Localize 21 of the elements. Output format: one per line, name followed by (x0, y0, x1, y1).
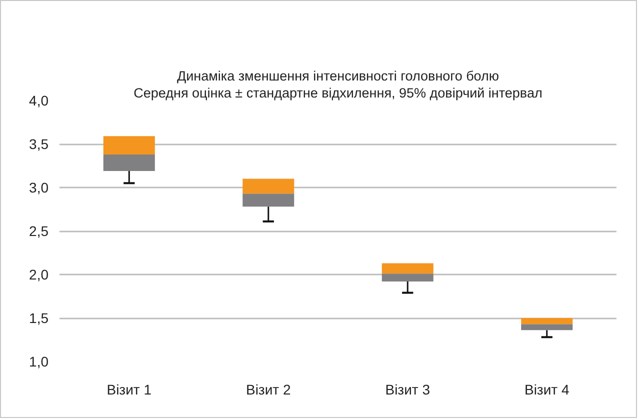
x-tick-label: Візит 3 (385, 382, 430, 398)
x-tick-label: Візит 1 (106, 382, 152, 398)
bar (382, 274, 434, 282)
y-tick-label: 1,5 (29, 310, 49, 326)
bar (103, 154, 155, 171)
x-tick-label: Візит 4 (524, 382, 570, 398)
y-tick-label: 2,0 (29, 266, 49, 282)
chart-title: Динаміка зменшення інтенсивності головного болю (176, 68, 500, 84)
bar (242, 194, 294, 207)
y-tick-label: 3,0 (29, 180, 49, 196)
chart-subtitle: Середня оцінка ± стандартне відхилення, 95% довірчий інтервал (134, 86, 542, 100)
y-tick-label: 4,0 (29, 92, 49, 108)
bar (521, 318, 573, 324)
y-tick-label: 2,5 (29, 223, 49, 239)
y-tick-label: 1,0 (29, 354, 49, 370)
x-tick-label: Візит 2 (246, 382, 291, 398)
y-tick-label: 3,5 (29, 136, 49, 152)
bar (103, 136, 155, 154)
bar (382, 263, 434, 274)
bar (242, 178, 294, 194)
bar (521, 324, 573, 330)
